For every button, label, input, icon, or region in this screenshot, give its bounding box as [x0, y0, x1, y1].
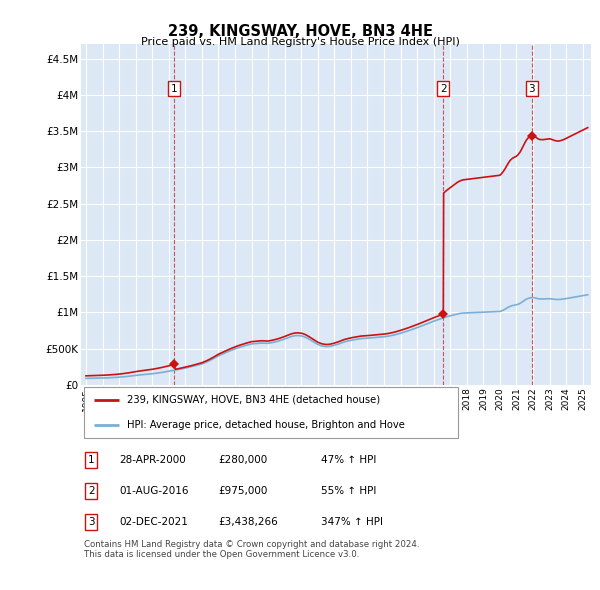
Text: £975,000: £975,000 [219, 486, 268, 496]
Text: HPI: Average price, detached house, Brighton and Hove: HPI: Average price, detached house, Brig… [127, 420, 405, 430]
Text: 347% ↑ HPI: 347% ↑ HPI [320, 517, 383, 527]
Text: £3,438,266: £3,438,266 [219, 517, 278, 527]
Text: 1: 1 [171, 84, 178, 94]
Text: Price paid vs. HM Land Registry's House Price Index (HPI): Price paid vs. HM Land Registry's House … [140, 37, 460, 47]
Text: 01-AUG-2016: 01-AUG-2016 [119, 486, 189, 496]
Text: 3: 3 [529, 84, 535, 94]
Text: 2: 2 [440, 84, 446, 94]
Text: 55% ↑ HPI: 55% ↑ HPI [320, 486, 376, 496]
Text: 1: 1 [88, 455, 95, 465]
Text: 3: 3 [88, 517, 95, 527]
Text: 28-APR-2000: 28-APR-2000 [119, 455, 186, 465]
Text: £280,000: £280,000 [219, 455, 268, 465]
Text: 47% ↑ HPI: 47% ↑ HPI [320, 455, 376, 465]
Text: Contains HM Land Registry data © Crown copyright and database right 2024.
This d: Contains HM Land Registry data © Crown c… [83, 540, 419, 559]
Text: 239, KINGSWAY, HOVE, BN3 4HE (detached house): 239, KINGSWAY, HOVE, BN3 4HE (detached h… [127, 395, 380, 405]
Text: 2: 2 [88, 486, 95, 496]
Text: 239, KINGSWAY, HOVE, BN3 4HE: 239, KINGSWAY, HOVE, BN3 4HE [167, 24, 433, 38]
Text: 02-DEC-2021: 02-DEC-2021 [119, 517, 188, 527]
FancyBboxPatch shape [83, 387, 458, 438]
